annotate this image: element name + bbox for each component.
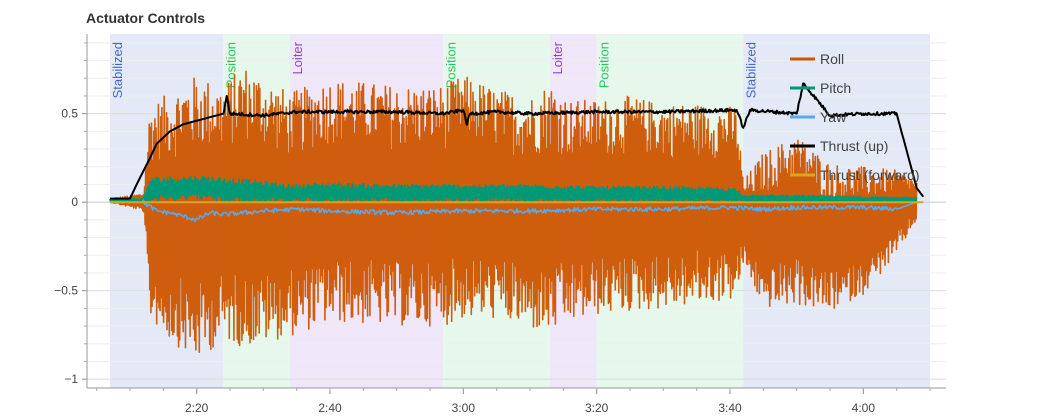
y-tick-label: −1 <box>64 372 78 386</box>
legend-label: Thrust (forward) <box>820 167 920 183</box>
legend-label: Pitch <box>820 80 851 96</box>
legend-label: Yaw <box>820 109 847 125</box>
x-tick-label: 2:20 <box>185 401 209 415</box>
legend-label: Thrust (up) <box>820 138 888 154</box>
series-line-roll <box>109 70 918 353</box>
flight-mode-label: Loiter <box>550 41 565 74</box>
y-tick-label: −0.5 <box>54 284 78 298</box>
flight-mode-label: Position <box>223 42 238 88</box>
chart-title: Actuator Controls <box>86 10 205 26</box>
flight-mode-label: Stabilized <box>110 42 125 98</box>
x-tick-label: 4:00 <box>852 401 876 415</box>
flight-mode-label: Position <box>597 42 612 88</box>
series-line-thrust-up <box>109 82 925 200</box>
x-tick-label: 3:40 <box>718 401 742 415</box>
x-tick-label: 2:40 <box>318 401 342 415</box>
x-tick-label: 3:20 <box>585 401 609 415</box>
legend-label: Roll <box>820 51 844 67</box>
y-tick-label: 0 <box>71 195 78 209</box>
flight-mode-label: Stabilized <box>743 42 758 98</box>
series-line-pitch <box>109 175 918 203</box>
series-line-yaw <box>110 199 917 222</box>
series-layer <box>109 70 925 353</box>
flight-mode-label: Loiter <box>290 41 305 74</box>
x-tick-label: 3:00 <box>452 401 476 415</box>
y-tick-label: 0.5 <box>61 107 78 121</box>
flight-mode-label: Position <box>443 42 458 88</box>
